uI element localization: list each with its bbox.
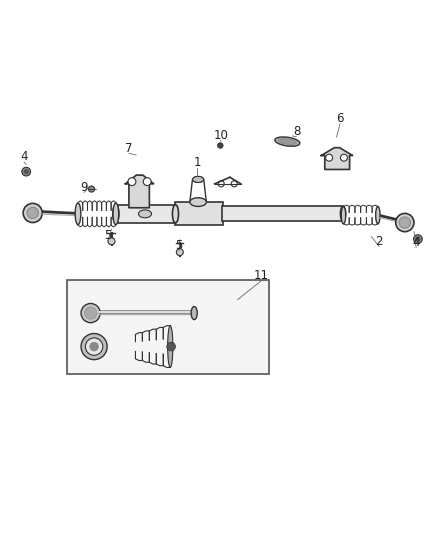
Circle shape	[413, 235, 422, 244]
Ellipse shape	[173, 205, 179, 223]
Ellipse shape	[193, 176, 204, 182]
Circle shape	[177, 249, 184, 256]
Circle shape	[218, 143, 223, 148]
Ellipse shape	[85, 338, 103, 356]
Circle shape	[27, 207, 39, 219]
Circle shape	[23, 204, 42, 223]
Text: 4: 4	[413, 236, 420, 249]
Text: 9: 9	[80, 181, 88, 194]
Text: 2: 2	[375, 235, 383, 248]
Text: 5: 5	[104, 229, 112, 241]
Circle shape	[128, 177, 136, 185]
Circle shape	[88, 186, 95, 192]
Ellipse shape	[81, 334, 107, 360]
Circle shape	[85, 307, 97, 319]
Ellipse shape	[341, 206, 346, 224]
Circle shape	[24, 169, 28, 174]
Ellipse shape	[340, 206, 346, 221]
FancyBboxPatch shape	[223, 206, 343, 221]
Ellipse shape	[113, 205, 119, 223]
Circle shape	[340, 154, 347, 161]
Ellipse shape	[275, 137, 300, 146]
Text: 4: 4	[20, 150, 28, 163]
Text: 1: 1	[194, 156, 201, 169]
Ellipse shape	[190, 198, 206, 206]
Text: 8: 8	[293, 125, 300, 138]
Ellipse shape	[278, 139, 297, 144]
Circle shape	[81, 303, 100, 322]
Ellipse shape	[75, 203, 81, 225]
Text: 6: 6	[336, 112, 344, 125]
Circle shape	[396, 213, 414, 232]
Circle shape	[325, 154, 332, 161]
Ellipse shape	[191, 306, 197, 320]
Ellipse shape	[193, 176, 204, 182]
Text: 7: 7	[125, 142, 133, 155]
Polygon shape	[321, 148, 353, 169]
Circle shape	[90, 342, 99, 351]
Ellipse shape	[113, 203, 119, 225]
Ellipse shape	[376, 206, 380, 224]
Circle shape	[167, 342, 176, 351]
FancyBboxPatch shape	[175, 202, 223, 225]
FancyBboxPatch shape	[116, 205, 176, 223]
Circle shape	[108, 238, 115, 245]
Circle shape	[399, 217, 410, 228]
Text: 5: 5	[175, 239, 183, 252]
Circle shape	[22, 167, 31, 176]
Circle shape	[143, 177, 151, 185]
Text: 10: 10	[214, 130, 229, 142]
FancyBboxPatch shape	[67, 280, 269, 374]
Ellipse shape	[138, 210, 152, 218]
Circle shape	[416, 237, 420, 241]
Polygon shape	[125, 175, 154, 208]
Ellipse shape	[168, 326, 173, 367]
Text: 11: 11	[254, 269, 269, 282]
